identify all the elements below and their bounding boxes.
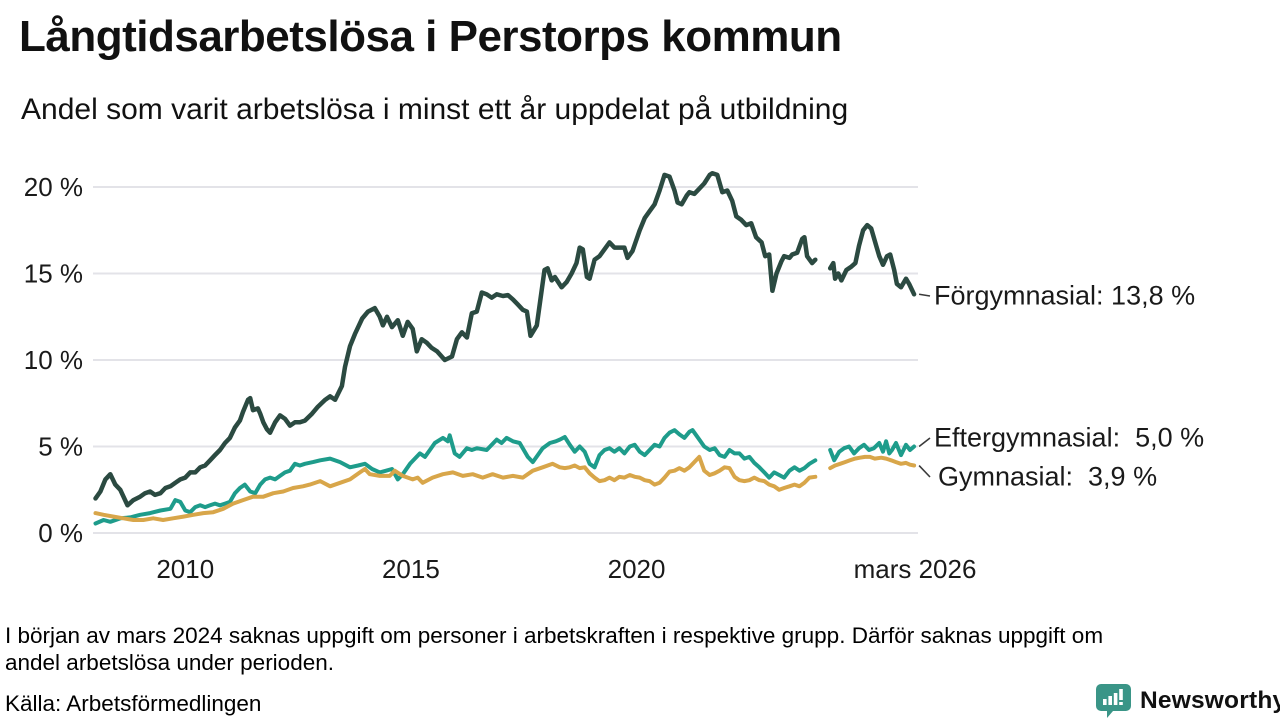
y-tick-label: 0 %	[38, 518, 83, 548]
series-line-eftergymnasial	[828, 439, 917, 463]
series-label-forgymnasial: Förgymnasial: 13,8 %	[934, 280, 1196, 311]
y-tick-label: 5 %	[38, 432, 83, 462]
newsworthy-logo-text: Newsworthy	[1140, 687, 1280, 714]
series-label-gymnasial: Gymnasial: 3,9 %	[938, 461, 1158, 492]
page-title: Långtidsarbetslösa i Perstorps kommun	[19, 12, 842, 61]
y-tick-label: 20 %	[24, 172, 83, 202]
x-tick-label: 2020	[608, 554, 666, 584]
label-leader-gymnasial	[918, 464, 931, 478]
page-subtitle: Andel som varit arbetslösa i minst ett å…	[21, 93, 849, 126]
x-tick-label: mars 2026	[854, 554, 977, 584]
x-tick-label: 2010	[156, 554, 214, 584]
series-line-förgymnasial	[827, 222, 917, 297]
series-line-eftergymnasial	[93, 428, 818, 526]
source-note: Källa: Arbetsförmedlingen	[5, 691, 262, 716]
newsworthy-logo: Newsworthy	[1096, 684, 1280, 718]
series-line-förgymnasial	[93, 170, 818, 508]
y-tick-label: 10 %	[24, 345, 83, 375]
footnote-line-2: andel arbetslösa under perioden.	[5, 650, 334, 675]
footnote-line-1: I början av mars 2024 saknas uppgift om …	[5, 623, 1104, 648]
series-line-gymnasial	[93, 454, 818, 522]
y-tick-label: 15 %	[24, 259, 83, 289]
newsworthy-pin-barchart-icon	[1096, 684, 1131, 718]
series-line-gymnasial	[828, 454, 917, 471]
footnote: I början av mars 2024 saknas uppgift om …	[5, 622, 1103, 676]
label-leader-eftergymnasial	[918, 437, 931, 448]
x-tick-label: 2015	[382, 554, 440, 584]
series-label-eftergymnasial: Eftergymnasial: 5,0 %	[934, 422, 1205, 453]
label-leader-förgymnasial	[918, 293, 931, 297]
